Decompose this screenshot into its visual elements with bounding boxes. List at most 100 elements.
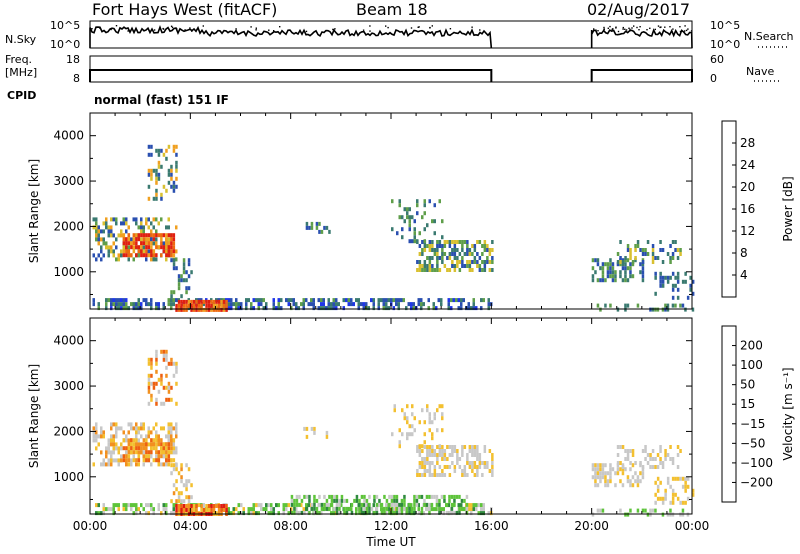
echo-cell bbox=[157, 221, 160, 226]
echo-cell bbox=[431, 432, 434, 437]
echo-cell bbox=[167, 389, 171, 394]
echo-cell bbox=[483, 461, 487, 465]
echo-cell bbox=[275, 306, 278, 311]
echo-cell bbox=[160, 192, 163, 197]
echo-cell bbox=[452, 298, 455, 303]
echo-cell bbox=[155, 454, 158, 459]
echo-cell bbox=[95, 430, 98, 435]
echo-cell bbox=[425, 502, 429, 507]
echo-cell bbox=[428, 445, 432, 449]
echo-cell bbox=[122, 446, 126, 451]
echo-cell bbox=[482, 511, 485, 516]
echo-cell bbox=[150, 454, 153, 459]
echo-cell bbox=[245, 306, 248, 311]
echo-cell bbox=[107, 446, 110, 451]
echo-cell bbox=[671, 492, 675, 497]
echo-cell bbox=[455, 510, 459, 515]
echo-cell bbox=[302, 298, 305, 303]
echo-cell bbox=[132, 241, 136, 246]
echo-cell bbox=[491, 256, 494, 260]
echo-cell bbox=[102, 434, 105, 439]
echo-cell bbox=[388, 494, 391, 499]
nsky-dot bbox=[479, 29, 481, 31]
echo-cell bbox=[360, 502, 364, 507]
echo-cell bbox=[413, 510, 416, 515]
echo-cell bbox=[466, 473, 469, 477]
echo-cell bbox=[624, 278, 627, 283]
echo-cell bbox=[406, 416, 409, 421]
echo-cell bbox=[398, 203, 401, 208]
echo-cell bbox=[97, 306, 100, 311]
echo-cell bbox=[100, 426, 103, 431]
echo-cell bbox=[170, 298, 173, 303]
nsky-dot bbox=[636, 26, 638, 29]
echo-cell bbox=[172, 144, 176, 149]
echo-cell bbox=[385, 506, 389, 511]
echo-cell bbox=[471, 469, 474, 473]
echo-cell bbox=[442, 507, 445, 512]
echo-cell bbox=[634, 244, 637, 248]
echo-cell bbox=[639, 270, 642, 275]
echo-cell bbox=[167, 458, 171, 463]
echo-cell bbox=[377, 302, 380, 307]
echo-cell bbox=[390, 498, 394, 503]
echo-cell bbox=[157, 152, 161, 157]
echo-cell bbox=[456, 256, 459, 260]
echo-cell bbox=[403, 207, 406, 212]
echo-cell bbox=[626, 278, 630, 283]
echo-cell bbox=[160, 381, 163, 386]
echo-cell bbox=[338, 510, 341, 515]
echo-cell bbox=[120, 253, 123, 258]
echo-cell bbox=[145, 253, 148, 258]
echo-cell bbox=[172, 467, 176, 472]
echo-cell bbox=[150, 245, 153, 250]
echo-cell bbox=[433, 248, 437, 252]
echo-cell bbox=[428, 240, 432, 244]
echo-cell bbox=[237, 302, 240, 307]
echo-cell bbox=[481, 268, 484, 272]
echo-cell bbox=[679, 303, 682, 308]
echo-cell bbox=[476, 240, 479, 244]
echo-cell bbox=[155, 369, 158, 374]
echo-cell bbox=[182, 508, 186, 512]
echo-cell bbox=[443, 457, 447, 461]
echo-cell bbox=[629, 449, 632, 453]
echo-cell bbox=[202, 307, 206, 312]
echo-cell bbox=[150, 450, 153, 455]
echo-cell bbox=[596, 463, 600, 468]
echo-cell bbox=[333, 494, 336, 499]
echo-cell bbox=[100, 237, 103, 242]
echo-cell bbox=[343, 498, 346, 503]
echo-cell bbox=[147, 450, 151, 455]
echo-cell bbox=[137, 253, 140, 258]
echo-cell bbox=[117, 306, 120, 311]
echo-cell bbox=[142, 298, 145, 303]
echo-cell bbox=[115, 426, 118, 431]
echo-cell bbox=[634, 258, 637, 263]
echo-cell bbox=[170, 434, 173, 439]
echo-cell bbox=[170, 294, 173, 299]
echo-cell bbox=[95, 217, 98, 222]
echo-cell bbox=[679, 449, 682, 453]
echo-cell bbox=[380, 502, 384, 507]
echo-cell bbox=[177, 299, 181, 304]
echo-cell bbox=[222, 303, 226, 308]
echo-cell bbox=[110, 298, 113, 303]
echo-cell bbox=[411, 239, 414, 244]
echo-cell bbox=[172, 302, 175, 307]
echo-cell bbox=[428, 412, 431, 417]
echo-cell bbox=[332, 302, 335, 307]
echo-cell bbox=[456, 449, 459, 453]
echo-cell bbox=[235, 302, 238, 307]
echo-cell bbox=[353, 498, 356, 503]
echo-cell bbox=[616, 262, 620, 267]
nsky-dot bbox=[334, 28, 336, 30]
echo-cell bbox=[438, 473, 442, 477]
echo-cell bbox=[245, 298, 248, 303]
echo-cell bbox=[170, 361, 173, 366]
echo-cell bbox=[165, 503, 168, 508]
echo-cell bbox=[157, 160, 161, 165]
echo-cell bbox=[656, 465, 660, 469]
nsky-dot bbox=[429, 27, 431, 29]
echo-cell bbox=[150, 249, 153, 254]
